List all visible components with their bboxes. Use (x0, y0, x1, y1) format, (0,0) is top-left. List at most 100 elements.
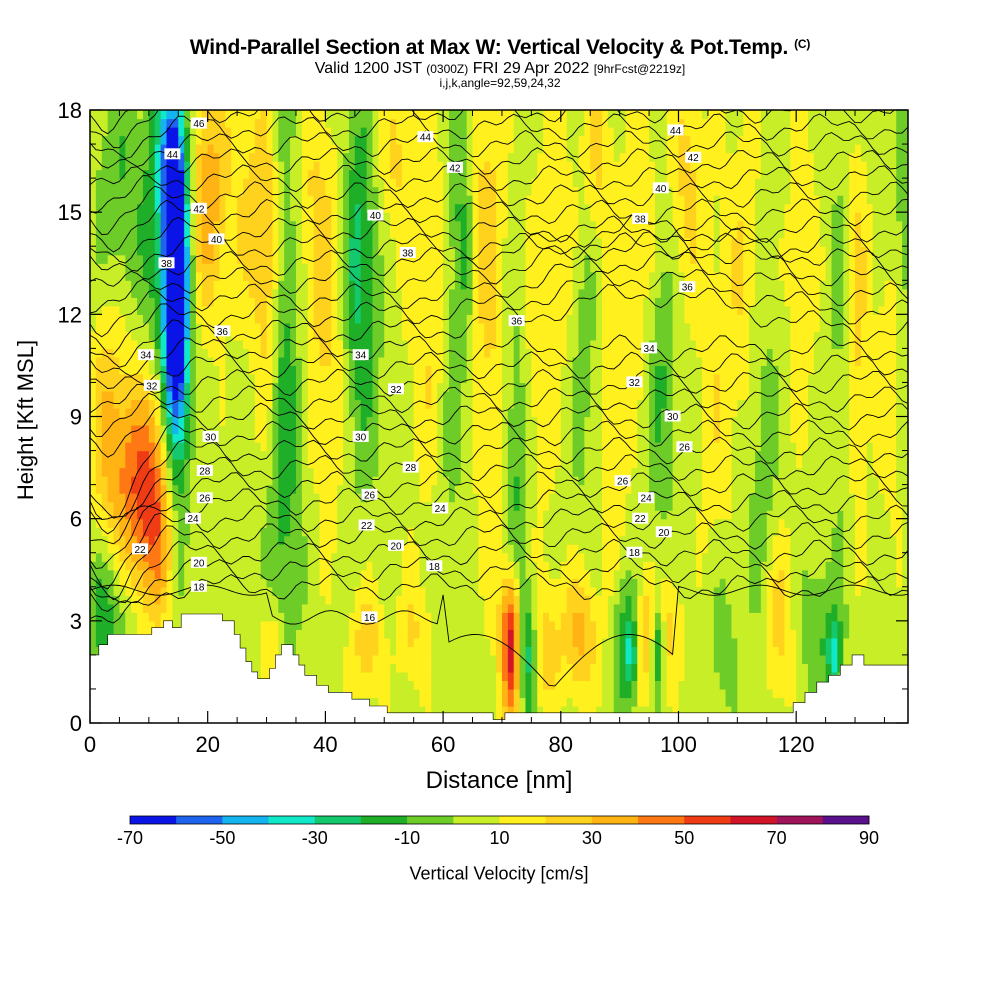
heatmap-cell (519, 459, 527, 469)
heatmap-cell (707, 450, 715, 460)
heatmap-cell (337, 552, 344, 562)
heatmap-cell (472, 586, 479, 596)
heatmap-cell (272, 416, 279, 426)
heatmap-cell (707, 646, 715, 656)
heatmap-cell (872, 476, 880, 486)
heatmap-cell (690, 501, 697, 511)
heatmap-cell (890, 654, 897, 664)
heatmap-cell (125, 467, 132, 477)
heatmap-cell (478, 535, 485, 545)
heatmap-cell (790, 654, 797, 664)
heatmap-cell (107, 595, 115, 605)
heatmap-cell (466, 493, 474, 503)
heatmap-cell (654, 680, 662, 690)
heatmap-cell (478, 671, 485, 682)
heatmap-cell (719, 476, 727, 486)
heatmap-cell (601, 671, 609, 682)
heatmap-cell (860, 501, 868, 511)
heatmap-cell (478, 450, 485, 460)
heatmap-cell (707, 637, 715, 647)
heatmap-cell (760, 416, 768, 426)
heatmap-cell (313, 527, 321, 537)
heatmap-cell (372, 552, 379, 562)
heatmap-cell (537, 425, 544, 435)
heatmap-cell (437, 484, 444, 494)
heatmap-cell (454, 663, 462, 673)
heatmap-cell (425, 459, 432, 469)
heatmap-cell (843, 425, 850, 435)
heatmap-cell (107, 603, 115, 613)
heatmap-cell (678, 527, 685, 537)
heatmap-cell (796, 654, 803, 664)
heatmap-cell (431, 595, 438, 605)
heatmap-cell (154, 569, 162, 579)
heatmap-cell (543, 637, 550, 647)
heatmap-cell (237, 527, 244, 537)
heatmap-cell (719, 459, 727, 469)
heatmap-cell (572, 671, 580, 682)
heatmap-cell (725, 442, 733, 452)
heatmap-cell (313, 561, 321, 571)
heatmap-cell (866, 603, 874, 613)
heatmap-cell (307, 603, 315, 613)
heatmap-cell (166, 586, 173, 596)
heatmap-cell (413, 527, 421, 537)
heatmap-cell (225, 518, 232, 528)
heatmap-cell (654, 705, 662, 716)
heatmap-cell (131, 459, 138, 469)
heatmap-cell (307, 595, 315, 605)
heatmap-cell (872, 501, 880, 511)
heatmap-cell (807, 442, 815, 452)
heatmap-cell (654, 637, 662, 647)
heatmap-cell (566, 603, 574, 613)
heatmap-cell (507, 459, 515, 469)
heatmap-cell (160, 569, 168, 579)
heatmap-cell (619, 629, 627, 639)
heatmap-cell (331, 484, 338, 494)
heatmap-cell (637, 629, 644, 639)
heatmap-cell (331, 569, 338, 579)
heatmap-cell (184, 544, 191, 554)
heatmap-cell (137, 535, 144, 545)
heatmap-cell (784, 680, 791, 690)
heatmap-cell (702, 493, 709, 503)
heatmap-cell (596, 629, 603, 639)
heatmap-cell (872, 603, 880, 613)
heatmap-cell (649, 586, 656, 596)
heatmap-cell (254, 663, 262, 673)
heatmap-cell (778, 646, 786, 656)
heatmap-cell (290, 433, 297, 443)
heatmap-cell (484, 629, 491, 639)
heatmap-cell (519, 450, 527, 460)
heatmap-cell (660, 569, 668, 579)
heatmap-cell (778, 595, 786, 605)
heatmap-cell (125, 612, 132, 622)
heatmap-cell (119, 459, 126, 469)
heatmap-cell (896, 501, 903, 511)
heatmap-cell (649, 637, 656, 647)
heatmap-cell (643, 501, 650, 511)
heatmap-cell (378, 493, 385, 503)
heatmap-cell (419, 425, 427, 435)
heatmap-cell (837, 476, 844, 486)
heatmap-cell (190, 450, 197, 460)
heatmap-cell (460, 697, 468, 707)
heatmap-cell (460, 450, 468, 460)
heatmap-cell (437, 493, 444, 503)
heatmap-cell (496, 493, 503, 503)
heatmap-cell (107, 612, 115, 622)
heatmap-cell (313, 578, 321, 588)
heatmap-cell (719, 680, 727, 690)
heatmap-cell (525, 459, 532, 469)
heatmap-cell (601, 535, 609, 545)
heatmap-cell (295, 569, 303, 579)
heatmap-cell (672, 603, 680, 613)
heatmap-cell (607, 688, 615, 699)
heatmap-cell (131, 569, 138, 579)
heatmap-cell (596, 697, 603, 707)
heatmap-cell (631, 612, 638, 622)
heatmap-cell (90, 527, 97, 537)
heatmap-cell (372, 637, 379, 647)
heatmap-cell (878, 578, 886, 588)
heatmap-cell (619, 442, 627, 452)
